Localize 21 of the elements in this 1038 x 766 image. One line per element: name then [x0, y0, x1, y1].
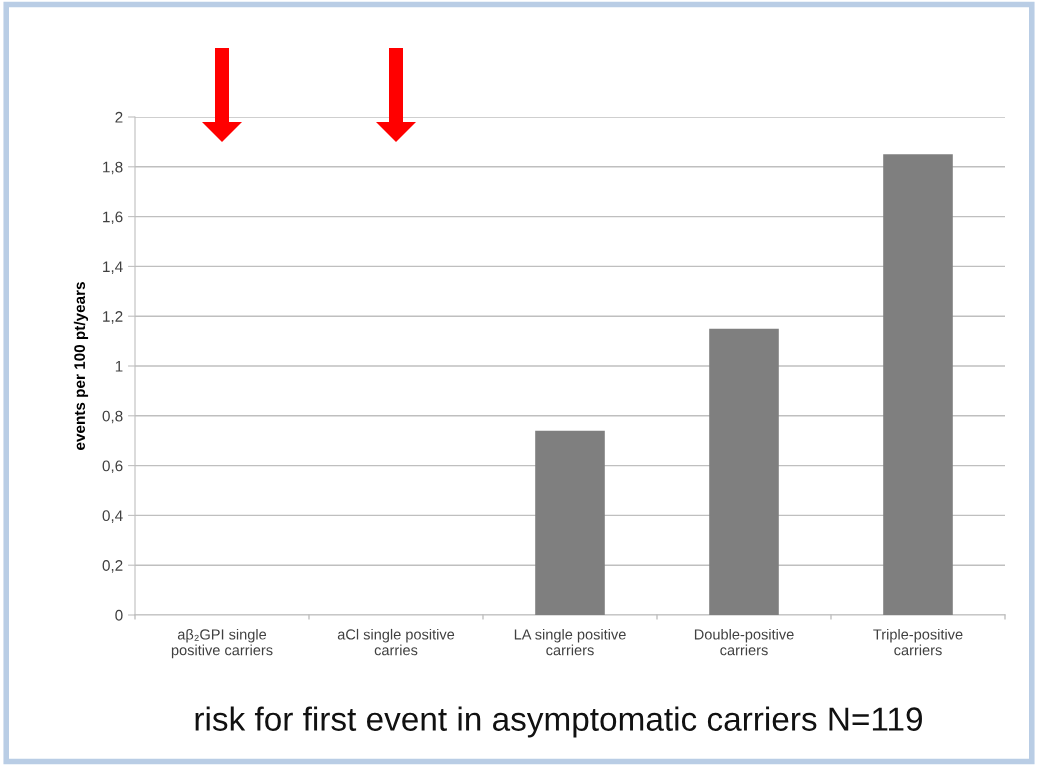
y-tick-label: 1 — [115, 361, 123, 372]
y-tick-label: 0,2 — [102, 560, 123, 573]
y-axis-title: events per 100 pt/years — [73, 282, 89, 450]
y-tick-label: 1,6 — [103, 211, 123, 225]
y-tick-label: 0,6 — [102, 460, 123, 474]
y-tick-label: 0 — [115, 609, 123, 621]
x-tick-label: Triple-positive carriers — [873, 628, 963, 656]
y-tick-label: 1,2 — [103, 311, 123, 324]
x-tick-label: aβ₂GPI single positive carriers — [171, 628, 273, 659]
y-tick-label: 1,4 — [103, 261, 123, 274]
bar — [535, 430, 605, 615]
y-tick-label: 0,4 — [102, 510, 123, 523]
bar — [883, 154, 953, 615]
x-tick-label: LA single positive carriers — [514, 628, 626, 656]
bar — [709, 328, 779, 615]
x-tick-label: aCl single positive carries — [337, 628, 455, 656]
text: risk for first event in asymptomatic carriers N=119 — [195, 706, 922, 738]
y-tick-label: 2 — [115, 111, 123, 123]
x-tick-label: Double-positive carriers — [694, 628, 794, 656]
y-tick-label: 0,8 — [102, 410, 123, 424]
y-tick-label: 1,8 — [103, 161, 123, 175]
